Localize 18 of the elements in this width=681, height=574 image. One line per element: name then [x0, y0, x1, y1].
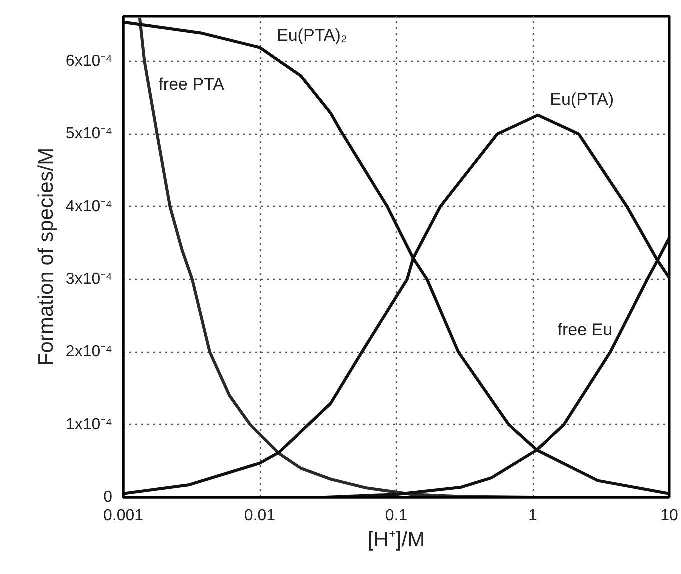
series-label: Eu(PTA) — [550, 90, 614, 109]
x-tick-label: 0.01 — [244, 508, 276, 524]
series-label: free PTA — [158, 75, 226, 94]
x-tick-label: 0.001 — [103, 508, 144, 524]
x-tick-label: 0.1 — [385, 508, 408, 524]
y-tick-label: 0 — [104, 489, 113, 506]
y-tick-label: 2x10⁻⁴ — [66, 344, 113, 361]
y-axis-title: Formation of species/M — [34, 148, 58, 366]
x-tick-label: 10 — [660, 508, 678, 524]
series-label: free Eu — [558, 320, 613, 340]
series-label: Eu(PTA)₂ — [277, 26, 348, 46]
x-tick-label: 1 — [528, 508, 538, 524]
y-tick-label: 1x10⁻⁴ — [66, 416, 113, 434]
y-tick-label: 3x10⁻⁴ — [66, 271, 113, 288]
y-tick-label: 4x10⁻⁴ — [66, 198, 113, 216]
y-tick-label: 5x10⁻⁴ — [66, 126, 113, 143]
y-tick-label: 6x10⁻⁴ — [66, 53, 113, 70]
x-axis-title: [H⁺]/M — [368, 528, 426, 552]
